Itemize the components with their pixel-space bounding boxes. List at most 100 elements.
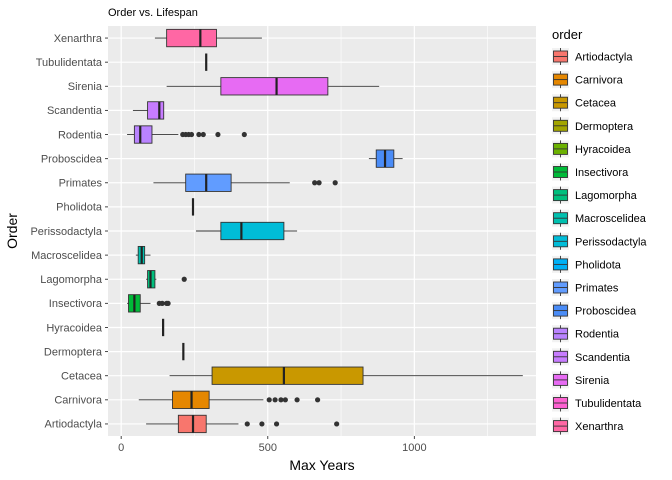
legend-label: Carnivora	[575, 75, 624, 87]
y-tick-label: Primates	[59, 178, 103, 190]
x-tick-label: 0	[118, 442, 124, 454]
outlier-point	[196, 131, 202, 138]
legend-label: Perissodactyla	[575, 236, 647, 248]
outlier-point	[273, 421, 280, 427]
outlier-point	[181, 276, 187, 282]
outlier-point	[278, 397, 284, 403]
box-insectivora	[127, 294, 171, 313]
y-tick-label: Scandentia	[47, 105, 103, 117]
legend-item: Artiodactyla	[552, 48, 633, 65]
x-axis: 0 500 1000	[118, 436, 427, 454]
box-proboscidea	[368, 149, 403, 168]
box-macroscelidea	[135, 245, 151, 265]
outlier-point	[259, 421, 265, 427]
x-tick-label: 500	[259, 442, 277, 454]
legend-label: Primates	[575, 283, 619, 295]
y-tick-label: Proboscidea	[41, 153, 103, 165]
legend-label: Lagomorpha	[575, 190, 638, 202]
legend-item: Macroscelidea	[552, 209, 647, 227]
legend-item: Cetacea	[552, 94, 617, 112]
outlier-point	[272, 397, 278, 403]
outlier-point	[312, 180, 318, 186]
iqr-box	[166, 28, 217, 48]
legend-label: Insectivora	[575, 167, 629, 179]
legend-label: Macroscelidea	[575, 213, 647, 225]
box-artiodactyla	[146, 414, 340, 434]
box-perissodactyla	[195, 221, 298, 241]
legend-item: Primates	[552, 279, 619, 296]
legend-item: Perissodactyla	[552, 232, 647, 250]
outlier-point	[188, 131, 195, 138]
legend-label: Scandentia	[575, 352, 631, 364]
y-tick-label: Carnivora	[54, 395, 103, 407]
legend-item: Carnivora	[552, 71, 624, 89]
y-tick-label: Tubulidentata	[36, 57, 103, 69]
x-tick-label: 1000	[402, 442, 426, 454]
legend-item: Xenarthra	[552, 417, 624, 435]
legend-label: Proboscidea	[575, 306, 637, 318]
outlier-point	[266, 397, 272, 403]
legend-label: Xenarthra	[575, 421, 624, 433]
legend-items: Artiodactyla Carnivora Cetacea Dermoptera Hy…	[552, 48, 647, 435]
box-cetacea	[169, 366, 523, 385]
iqr-box	[185, 173, 232, 192]
chart-title: Order vs. Lifespan	[108, 7, 198, 19]
legend-item: Sirenia	[552, 371, 610, 389]
outlier-point	[244, 421, 250, 427]
outlier-point	[241, 131, 247, 138]
y-tick-label: Cetacea	[61, 371, 103, 383]
legend-item: Proboscidea	[552, 302, 637, 320]
legend-item: Scandentia	[552, 348, 631, 366]
legend-label: Cetacea	[575, 98, 617, 110]
x-axis-title: Max Years	[289, 457, 354, 473]
box-sirenia	[166, 77, 380, 96]
y-tick-label: Insectivora	[49, 298, 103, 310]
legend-label: Artiodactyla	[575, 52, 633, 64]
legend: order Artiodactyla Carnivora Cetacea Dermop…	[552, 27, 647, 435]
outlier-point	[282, 397, 288, 403]
outlier-point	[334, 421, 340, 427]
outlier-point	[215, 131, 221, 138]
iqr-box	[133, 125, 153, 144]
y-tick-label: Lagomorpha	[40, 274, 103, 286]
outlier-point	[316, 180, 322, 186]
legend-item: Rodentia	[552, 325, 620, 343]
y-tick-label: Sirenia	[68, 81, 103, 93]
outlier-point	[332, 180, 338, 186]
legend-label: Sirenia	[575, 375, 610, 387]
y-axis-title: Order	[4, 213, 20, 249]
legend-label: Hyracoidea	[575, 144, 632, 156]
y-tick-label: Dermoptera	[44, 346, 103, 358]
y-tick-label: Xenarthra	[54, 33, 103, 45]
y-tick-label: Pholidota	[56, 202, 103, 214]
y-tick-label: Artiodactyla	[45, 419, 103, 431]
legend-item: Dermoptera	[552, 117, 634, 135]
y-tick-label: Rodentia	[58, 129, 103, 141]
box-rodentia	[127, 125, 247, 144]
legend-item: Tubulidentata	[552, 394, 642, 412]
legend-label: Pholidota	[575, 259, 622, 271]
outlier-point	[200, 131, 206, 138]
legend-item: Pholidota	[552, 255, 622, 273]
box-primates	[153, 173, 338, 192]
outlier-point	[294, 397, 300, 403]
iqr-box	[147, 101, 165, 120]
legend-label: Rodentia	[575, 329, 620, 341]
legend-item: Hyracoidea	[552, 140, 632, 158]
box-scandentia	[132, 101, 165, 120]
iqr-box	[220, 77, 329, 96]
legend-title: order	[552, 27, 583, 42]
outlier-point	[159, 300, 165, 306]
y-tick-label: Hyracoidea	[46, 322, 103, 334]
box-xenarthra	[154, 28, 262, 48]
legend-label: Tubulidentata	[575, 398, 642, 410]
legend-item: Lagomorpha	[552, 186, 638, 204]
y-tick-label: Perissodactyla	[30, 226, 102, 238]
iqr-box	[220, 221, 285, 241]
iqr-box	[211, 366, 364, 385]
box-series	[127, 28, 523, 434]
outlier-point	[165, 300, 171, 306]
legend-item: Insectivora	[552, 163, 629, 181]
legend-label: Dermoptera	[575, 121, 634, 133]
